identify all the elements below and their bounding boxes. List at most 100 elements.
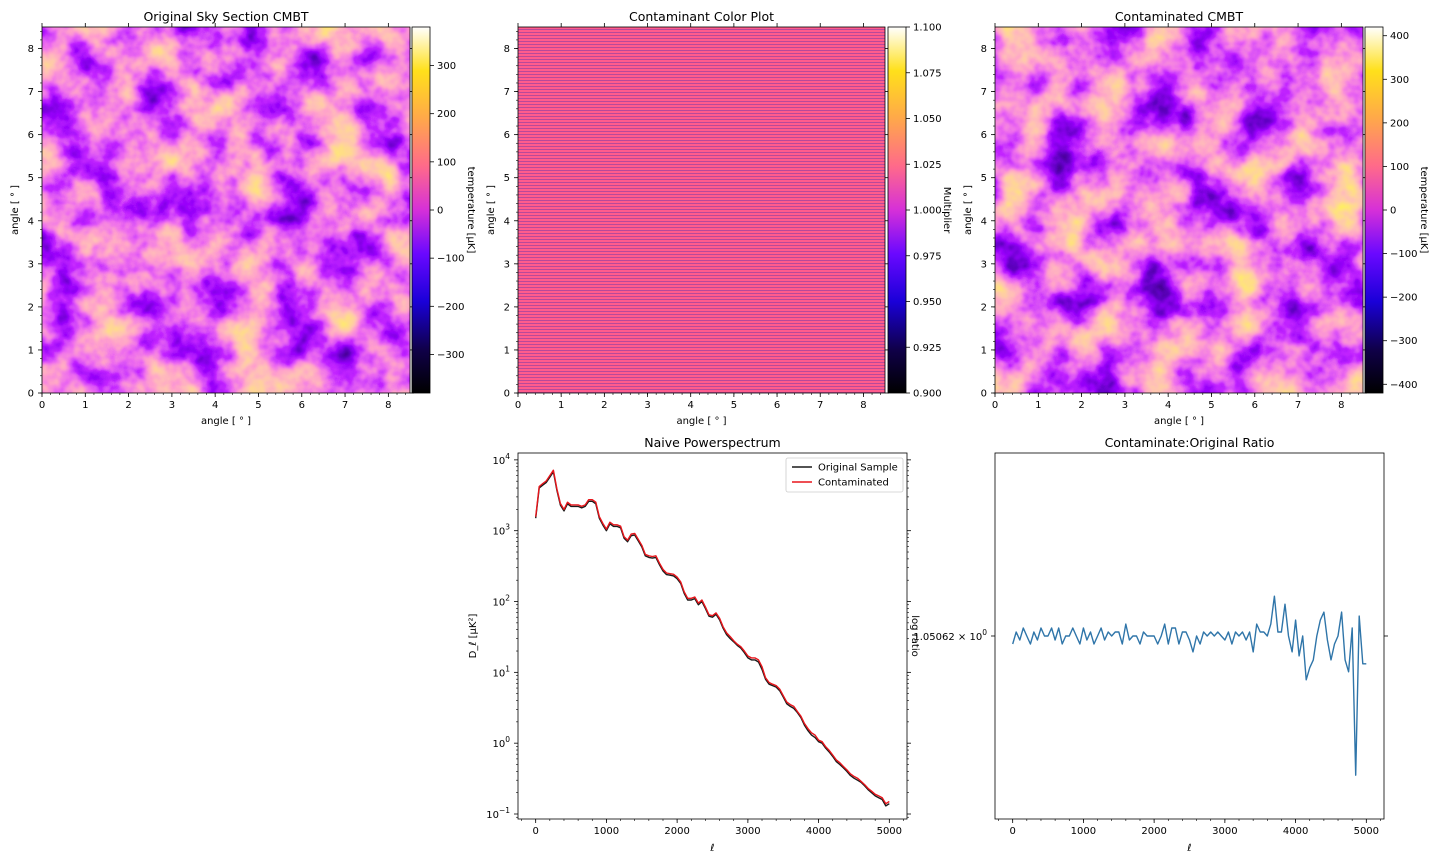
- colorbar-tick-label: 400: [1390, 31, 1409, 42]
- x-tick-label: 3000: [735, 826, 760, 837]
- x-tick-label: 5: [255, 400, 261, 411]
- y-tick-label: 8: [28, 44, 34, 55]
- x-tick-label: 5000: [877, 826, 902, 837]
- legend-entry-1: Contaminated: [818, 478, 889, 489]
- colorbar-tick-label: 200: [437, 109, 456, 120]
- colorbar-tick-label: 1.075: [913, 68, 942, 79]
- x-tick-label: 1: [558, 400, 564, 411]
- y-tick-label: 7: [981, 87, 987, 98]
- x-tick-label: 7: [342, 400, 348, 411]
- colorbar-tick-label: 0.950: [913, 297, 942, 308]
- axes-frame: [994, 26, 1364, 394]
- y-tick-label: 103: [492, 523, 510, 538]
- colorbar-tick-label: 1.050: [913, 114, 942, 125]
- y-tick-label: 2: [28, 302, 34, 313]
- x-tick-label: 0: [515, 400, 521, 411]
- x-tick-label: 3: [169, 400, 175, 411]
- legend: Original Sample Contaminated: [785, 457, 904, 493]
- panel-powerspectrum: Naive Powerspectrum 0 1000 2000 3000 4000 5000…: [468, 435, 911, 854]
- y-tick-label: 10−1: [486, 806, 510, 821]
- y-tick-label: 1: [981, 345, 987, 356]
- x-tick-label: 0: [532, 826, 538, 837]
- y-tick-label: 7: [28, 87, 34, 98]
- heatmap-image: [42, 27, 410, 393]
- y-tick-label: 5: [504, 173, 510, 184]
- y-tick-label: 1.05062 × 100: [913, 628, 987, 643]
- colorbar-label: Multiplier: [941, 187, 952, 235]
- y-tick-label: 4: [504, 216, 510, 227]
- x-tick-label: 7: [817, 400, 823, 411]
- series-line-0: [535, 471, 890, 807]
- x-tick-label: 0: [992, 400, 998, 411]
- x-tick-label: 3: [644, 400, 650, 411]
- colorbar-tick-label: −200: [1390, 293, 1417, 304]
- x-tick-label: 2: [1078, 400, 1084, 411]
- x-axis-label: angle [ ° ]: [676, 416, 726, 427]
- x-tick-label: 4: [212, 400, 218, 411]
- y-tick-label: 7: [504, 87, 510, 98]
- y-axis-label: angle [ ° ]: [963, 185, 974, 235]
- colorbar-label: temperature [μK]: [465, 167, 476, 254]
- y-tick-label: 3: [504, 259, 510, 270]
- y-axis-label: log ratio: [909, 615, 920, 656]
- legend-entry-0: Original Sample: [818, 463, 898, 474]
- x-tick-label: 4000: [806, 826, 831, 837]
- x-tick-label: 5: [731, 400, 737, 411]
- colorbar-tick-label: −400: [1390, 380, 1417, 391]
- y-tick-label: 0: [504, 389, 510, 400]
- panel-ratio: Contaminate:Original Ratio 0 1000 2000 3000 4…: [909, 435, 1388, 854]
- x-tick-label: 3: [1122, 400, 1128, 411]
- x-tick-label: 1000: [1071, 826, 1096, 837]
- x-tick-label: 5: [1208, 400, 1214, 411]
- x-tick-label: 1000: [594, 826, 619, 837]
- panel-contaminated_sky: Contaminated CMBT 0 1 2 3 4 5 6 7 8 0 1 2 3 4 5 6 7 8 angle…: [963, 9, 1429, 427]
- colorbar-tick-label: 0: [1390, 206, 1396, 217]
- y-tick-label: 4: [28, 216, 34, 227]
- x-tick-label: 6: [1252, 400, 1258, 411]
- colorbar-tick-label: 1.100: [913, 23, 942, 34]
- x-tick-label: 1: [82, 400, 88, 411]
- y-tick-label: 8: [504, 44, 510, 55]
- y-tick-label: 8: [981, 44, 987, 55]
- x-tick-label: 2000: [664, 826, 689, 837]
- y-tick-label: 0: [981, 389, 987, 400]
- axes-frame: [517, 452, 908, 820]
- colorbar-tick-label: 200: [1390, 118, 1409, 129]
- colorbar-tick-label: 0.900: [913, 389, 942, 400]
- x-tick-label: 8: [1338, 400, 1344, 411]
- colorbar-tick-label: −100: [437, 254, 464, 265]
- x-tick-label: 4: [1165, 400, 1171, 411]
- x-tick-label: 8: [860, 400, 866, 411]
- x-axis-label: angle [ ° ]: [201, 416, 251, 427]
- x-tick-label: 2: [601, 400, 607, 411]
- colorbar-tick-label: 300: [1390, 75, 1409, 86]
- colorbar-tick-label: 0.925: [913, 343, 942, 354]
- colorbar-tick-label: 1.025: [913, 160, 942, 171]
- colorbar-tick-label: 300: [437, 61, 456, 72]
- y-tick-label: 0: [28, 389, 34, 400]
- chart-title: Contaminant Color Plot: [629, 9, 774, 24]
- colorbar-tick-label: −300: [437, 350, 464, 361]
- x-tick-label: 4: [688, 400, 694, 411]
- chart-title: Contaminated CMBT: [1115, 9, 1244, 24]
- y-axis-label: angle [ ° ]: [10, 185, 21, 235]
- colorbar-tick-label: −300: [1390, 336, 1417, 347]
- x-tick-label: 3000: [1212, 826, 1237, 837]
- y-tick-label: 6: [981, 130, 987, 141]
- colorbar-label: temperature [μK]: [1418, 167, 1429, 254]
- colorbar-tick-label: 100: [437, 157, 456, 168]
- colorbar-tick-label: −100: [1390, 249, 1417, 260]
- y-axis-label: D_ℓ [μK²]: [468, 614, 479, 659]
- y-tick-label: 4: [981, 216, 987, 227]
- x-tick-label: 6: [299, 400, 305, 411]
- legend-box: [785, 457, 904, 493]
- x-tick-label: 2: [125, 400, 131, 411]
- y-tick-label: 102: [492, 594, 510, 609]
- axes-frame: [41, 26, 411, 394]
- y-tick-label: 5: [981, 173, 987, 184]
- y-tick-label: 100: [492, 735, 510, 750]
- x-tick-label: 0: [39, 400, 45, 411]
- x-axis-label: angle [ ° ]: [1154, 416, 1204, 427]
- x-axis-label: ℓ: [710, 843, 714, 854]
- colorbar-tick-label: 100: [1390, 162, 1409, 173]
